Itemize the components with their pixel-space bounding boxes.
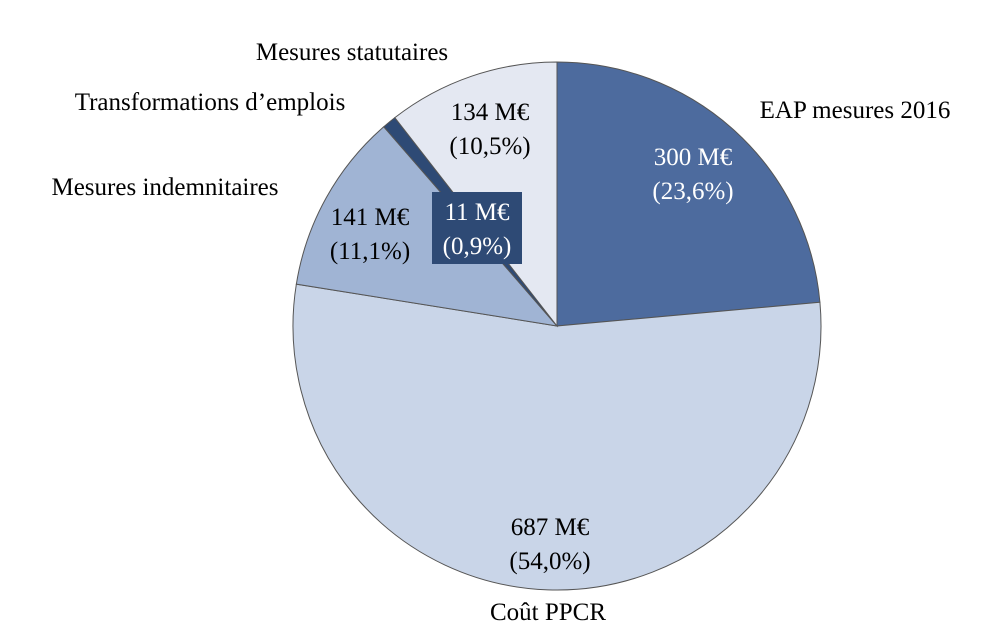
data-label-box — [432, 192, 522, 264]
data-label-value: 300 M€ — [654, 144, 733, 171]
category-label: Coût PPCR — [490, 599, 606, 626]
data-label-percent: (54,0%) — [509, 548, 590, 575]
data-label-value: 11 M€ — [444, 199, 510, 226]
data-label-value: 134 M€ — [451, 99, 530, 126]
data-label-value: 141 M€ — [331, 204, 410, 231]
pie-slice-1 — [292, 283, 822, 591]
data-label-percent: (0,9%) — [443, 233, 512, 260]
data-label-value: 687 M€ — [511, 514, 590, 541]
category-label: EAP mesures 2016 — [760, 97, 951, 124]
data-label-percent: (10,5%) — [449, 133, 530, 160]
category-label: Mesures statutaires — [256, 39, 448, 66]
data-label-percent: (11,1%) — [330, 238, 410, 265]
pie-slice-2 — [295, 126, 559, 327]
category-label: Mesures indemnitaires — [51, 174, 278, 201]
data-label-percent: (23,6%) — [652, 178, 733, 205]
pie-slice-0 — [556, 61, 821, 327]
category-label: Transformations d’emplois — [75, 89, 346, 116]
